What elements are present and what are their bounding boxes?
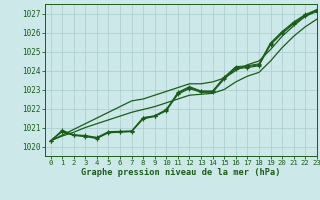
X-axis label: Graphe pression niveau de la mer (hPa): Graphe pression niveau de la mer (hPa)	[81, 168, 281, 177]
